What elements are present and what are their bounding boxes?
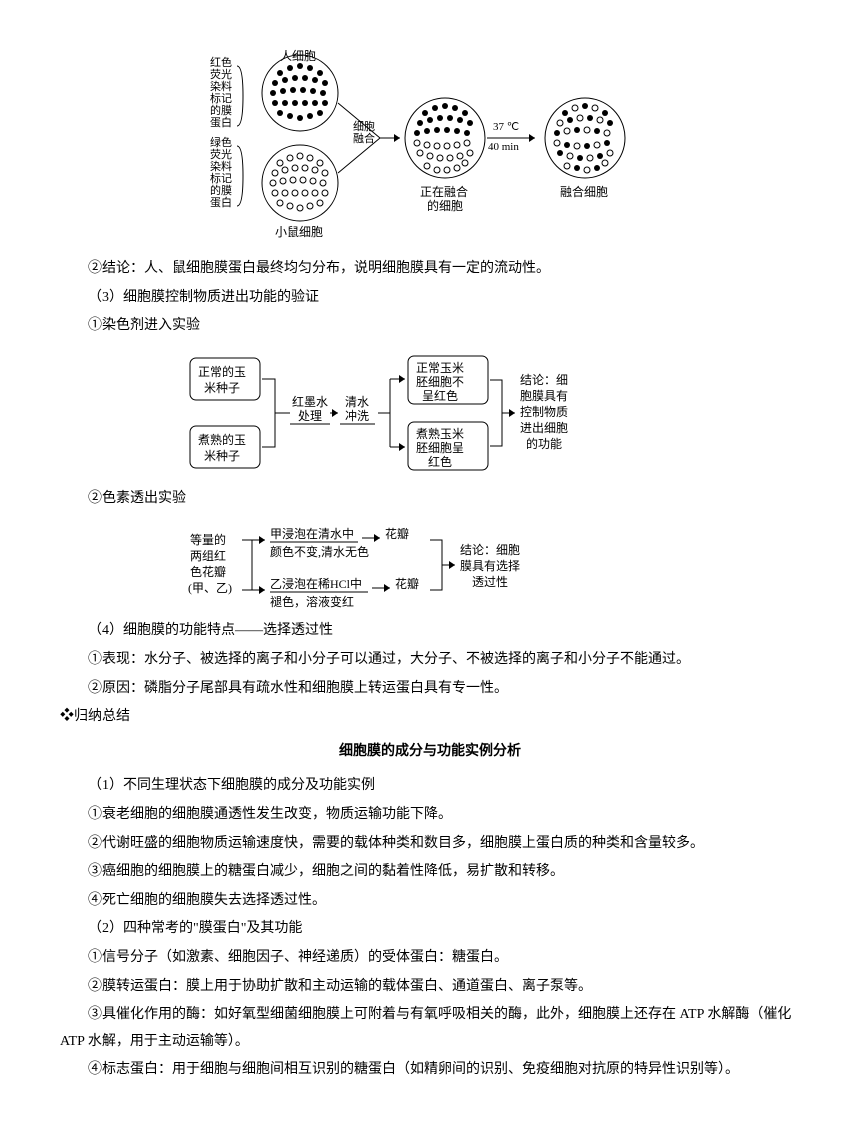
item-2-4: ④标志蛋白：用于细胞与细胞间相互识别的糖蛋白（如精卵间的识别、免疫细胞对抗原的特… (60, 1057, 800, 1084)
item-4-1: ①表现：水分子、被选择的离子和小分子可以通过，大分子、不被选择的离子和小分子不能… (60, 647, 800, 674)
svg-text:标记: 标记 (210, 171, 232, 185)
item-2-3: ③具催化作用的酶：如好氧型细菌细胞膜上可附着与有氧呼吸相关的酶，此外，细胞膜上还… (60, 1002, 800, 1055)
svg-text:红色: 红色 (210, 55, 232, 69)
svg-text:清水: 清水 (345, 395, 369, 409)
svg-text:胚细胞呈: 胚细胞呈 (416, 441, 464, 455)
svg-text:融合: 融合 (353, 131, 375, 145)
temp-label: 37 ℃ (493, 121, 519, 133)
svg-text:正常的玉: 正常的玉 (198, 364, 246, 379)
svg-text:甲浸泡在清水中: 甲浸泡在清水中 (270, 526, 354, 541)
item-2: （2）四种常考的"膜蛋白"及其功能 (60, 916, 800, 943)
svg-text:等量的: 等量的 (190, 532, 226, 547)
svg-text:胚细胞不: 胚细胞不 (416, 375, 464, 389)
svg-text:膜具有选择: 膜具有选择 (460, 559, 520, 573)
svg-text:花瓣: 花瓣 (395, 576, 419, 591)
svg-text:细胞: 细胞 (353, 120, 375, 133)
svg-text:荧光: 荧光 (210, 147, 232, 161)
mouse-cell-label: 小鼠细胞 (275, 225, 323, 239)
svg-text:的功能: 的功能 (526, 436, 562, 451)
svg-text:胞膜具有: 胞膜具有 (520, 389, 568, 403)
item-1-3: ③癌细胞的细胞膜上的糖蛋白减少，细胞之间的黏着性降低，易扩散和转移。 (60, 859, 800, 886)
svg-text:米种子: 米种子 (204, 381, 240, 395)
section-3: （3）细胞膜控制物质进出功能的验证 (60, 285, 800, 312)
item-3-2: ②色素透出实验 (60, 486, 800, 513)
svg-text:标记: 标记 (210, 91, 232, 105)
section-4: （4）细胞膜的功能特点——选择透过性 (60, 618, 800, 645)
svg-text:的膜: 的膜 (210, 183, 232, 197)
item-1-4: ④死亡细胞的细胞膜失去选择透过性。 (60, 888, 800, 915)
dye-experiment-diagram: 正常的玉 米种子 煮熟的玉 米种子 红墨水 处理 清水 冲洗 正常玉米 胚细胞不… (60, 348, 800, 478)
item-3-1: ①染色剂进入实验 (60, 313, 800, 340)
conclusion-2: ②结论：人、鼠细胞膜蛋白最终均匀分布，说明细胞膜具有一定的流动性。 (60, 256, 800, 283)
item-1-1: ①衰老细胞的细胞膜通透性发生改变，物质运输功能下降。 (60, 802, 800, 829)
svg-text:色花瓣: 色花瓣 (190, 564, 226, 579)
svg-text:处理: 处理 (298, 409, 322, 423)
svg-text:结论：细胞: 结论：细胞 (460, 543, 520, 557)
human-cell-label: 人细胞 (280, 49, 316, 63)
svg-text:蛋白: 蛋白 (210, 115, 232, 129)
svg-text:的细胞: 的细胞 (427, 198, 463, 213)
svg-text:米种子: 米种子 (204, 449, 240, 463)
pigment-experiment-diagram: 等量的 两组红 色花瓣 (甲、乙) 甲浸泡在清水中 花瓣 颜色不变,清水无色 乙… (60, 520, 800, 610)
item-2-2: ②膜转运蛋白：膜上用于协助扩散和主动运输的载体蛋白、通道蛋白、离子泵等。 (60, 974, 800, 1001)
item-1: （1）不同生理状态下细胞膜的成分及功能实例 (60, 773, 800, 800)
svg-text:绿色: 绿色 (210, 135, 232, 149)
svg-text:花瓣: 花瓣 (385, 526, 409, 541)
svg-text:颜色不变,清水无色: 颜色不变,清水无色 (270, 544, 369, 559)
svg-text:煮熟的玉: 煮熟的玉 (198, 432, 246, 447)
fused-cell-label: 融合细胞 (560, 184, 608, 199)
svg-text:进出细胞: 进出细胞 (520, 421, 568, 435)
svg-text:控制物质: 控制物质 (520, 405, 568, 419)
svg-text:透过性: 透过性 (472, 575, 508, 589)
svg-text:蛋白: 蛋白 (210, 195, 232, 209)
item-4-2: ②原因：磷脂分子尾部具有疏水性和细胞膜上转运蛋白具有专一性。 (60, 676, 800, 703)
svg-text:(甲、乙): (甲、乙) (188, 581, 232, 595)
svg-text:染料: 染料 (210, 159, 232, 173)
svg-text:乙浸泡在稀HCl中: 乙浸泡在稀HCl中 (270, 576, 362, 591)
section-heading: 细胞膜的成分与功能实例分析 (60, 739, 800, 766)
cell-fusion-diagram: 红色 荧光 染料 标记 的膜 蛋白 人细胞 绿色 荧光 染料 标记 的膜 蛋白 … (60, 48, 800, 248)
summary-marker: ❖归纳总结 (60, 704, 800, 731)
time-label: 40 min (488, 141, 519, 153)
svg-text:煮熟玉米: 煮熟玉米 (416, 426, 464, 441)
svg-text:冲洗: 冲洗 (345, 408, 369, 423)
svg-text:正在融合: 正在融合 (420, 184, 468, 199)
svg-text:红墨水: 红墨水 (292, 394, 328, 409)
item-1-2: ②代谢旺盛的细胞物质运输速度快，需要的载体种类和数目多，细胞膜上蛋白质的种类和含… (60, 831, 800, 858)
svg-text:正常玉米: 正常玉米 (416, 361, 464, 375)
svg-text:的膜: 的膜 (210, 103, 232, 117)
item-2-1: ①信号分子（如激素、细胞因子、神经递质）的受体蛋白：糖蛋白。 (60, 945, 800, 972)
svg-text:荧光: 荧光 (210, 67, 232, 81)
svg-text:结论：细: 结论：细 (520, 373, 568, 387)
svg-text:呈红色: 呈红色 (422, 388, 458, 403)
svg-text:两组红: 两组红 (190, 548, 226, 563)
svg-text:红色: 红色 (428, 454, 452, 469)
svg-text:染料: 染料 (210, 79, 232, 93)
svg-text:褪色，溶液变红: 褪色，溶液变红 (270, 594, 354, 609)
